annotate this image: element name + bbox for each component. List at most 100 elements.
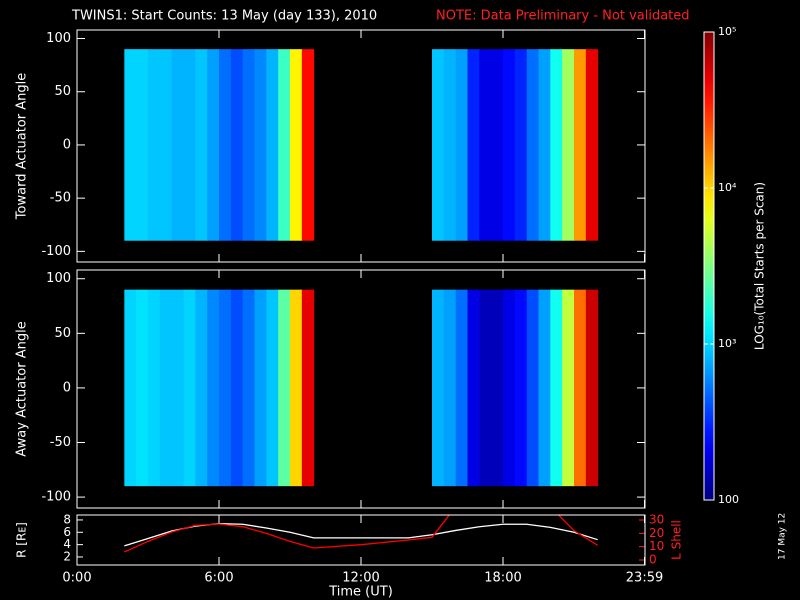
heatmap-cell [219,289,232,487]
heatmap-cell [503,289,516,487]
heatmap-cell [574,289,587,487]
heatmap-cell [455,49,468,241]
heatmap-cell [538,289,551,487]
heatmap-cell [219,49,232,241]
y-tick-label: -100 [41,244,71,259]
heatmap-cell [124,289,137,487]
heatmap-cell [562,289,575,487]
heatmap-cell [266,49,279,241]
heatmap-cell [242,289,255,487]
heatmap-cell [230,49,244,241]
heatmap-cell [254,49,267,241]
y2-tick-label: 30 [649,513,664,527]
heatmap-cell [136,289,149,487]
heatmap-cell [467,49,480,241]
heatmap-cell [538,49,551,241]
y2-tick-label: 0 [649,553,657,567]
heatmap-cell [148,289,161,487]
y-tick-label: 8 [63,512,71,526]
heatmap-cell [455,289,468,487]
colorbar-tick-label: 10³ [718,337,736,350]
heatmap-cell [432,49,445,241]
heatmap-cell [432,289,445,487]
heatmap-cell [207,49,220,241]
heatmap-cell [443,289,457,487]
y-tick-label: 100 [46,271,71,286]
y-tick-label: -100 [41,490,71,505]
date-stamp: 17 May 12 [778,513,788,560]
y-tick-label: -50 [50,435,71,450]
heatmap-cell [254,289,267,487]
heatmap-cell [491,289,504,487]
heatmap-cell [207,289,220,487]
heatmap-cell [171,49,184,241]
y2-tick-label: 20 [649,526,664,540]
heatmap-cell [585,289,599,487]
heatmap-cell [514,289,528,487]
heatmap-cell [574,49,587,241]
note: NOTE: Data Preliminary - Not validated [436,9,690,24]
y-tick-label: 2 [63,549,71,563]
y2-tick-label: 10 [649,539,664,553]
y-tick-label: 50 [54,84,71,99]
y-axis-label: R [Rᴇ] [15,522,29,558]
heatmap-cell [585,49,599,241]
heatmap-cell [550,289,563,487]
heatmap-cell [148,49,161,241]
y-tick-label: 50 [54,326,71,341]
line [124,522,598,547]
y-tick-label: 0 [63,137,71,152]
heatmap-cell [159,49,173,241]
heatmap-cell [526,49,539,241]
y-tick-label: 4 [63,537,71,551]
y-axis-label: Toward Actuator Angle [15,73,30,220]
heatmap-cell [230,289,244,487]
y-axis-label: Away Actuator Angle [15,321,30,456]
heatmap-cell [514,49,528,241]
heatmap-cell [503,49,516,241]
x-tick-label: 0:00 [62,571,91,586]
colorbar-tick-label: 100 [718,493,739,506]
heatmap-cell [195,289,208,487]
x-tick-label: 6:00 [204,571,233,586]
x-tick-label: 12:00 [342,571,379,586]
line [124,515,599,553]
heatmap-cell [290,49,303,241]
heatmap-cell [479,49,492,241]
heatmap-cell [301,289,315,487]
y2-axis-label: L Shell [670,520,684,560]
heatmap-cell [242,49,255,241]
y-tick-label: 100 [46,31,71,46]
colorbar-tick-label: 10⁵ [718,25,736,38]
x-axis-label: Time (UT) [328,585,393,600]
y-tick-label: 6 [63,525,71,539]
heatmap-cell [526,289,539,487]
y-tick-label: -50 [50,191,71,206]
heatmap-cell [171,289,184,487]
heatmap-cell [278,49,291,241]
colorbar-tick-label: 10⁴ [718,181,737,194]
heatmap-cell [124,49,137,241]
heatmap-cell [550,49,563,241]
heatmap-cell [290,289,303,487]
heatmap-cell [183,289,196,487]
heatmap-cell [301,49,315,241]
x-tick-label: 18:00 [484,571,521,586]
y-tick-label: 0 [63,380,71,395]
heatmap-cell [183,49,196,241]
heatmap-cell [195,49,208,241]
chart-title: TWINS1: Start Counts: 13 May (day 133), … [71,9,377,24]
heatmap-cell [136,49,149,241]
heatmap-cell [491,49,504,241]
colorbar-label: LOG₁₀(Total Starts per Scan) [753,182,767,350]
heatmap-cell [443,49,457,241]
heatmap-cell [266,289,279,487]
colorbar [703,31,715,501]
heatmap-cell [479,289,492,487]
x-tick-label: 23:59 [626,571,663,586]
heatmap-cell [562,49,575,241]
heatmap-cell [467,289,480,487]
heatmap-cell [278,289,291,487]
heatmap-cell [159,289,173,487]
